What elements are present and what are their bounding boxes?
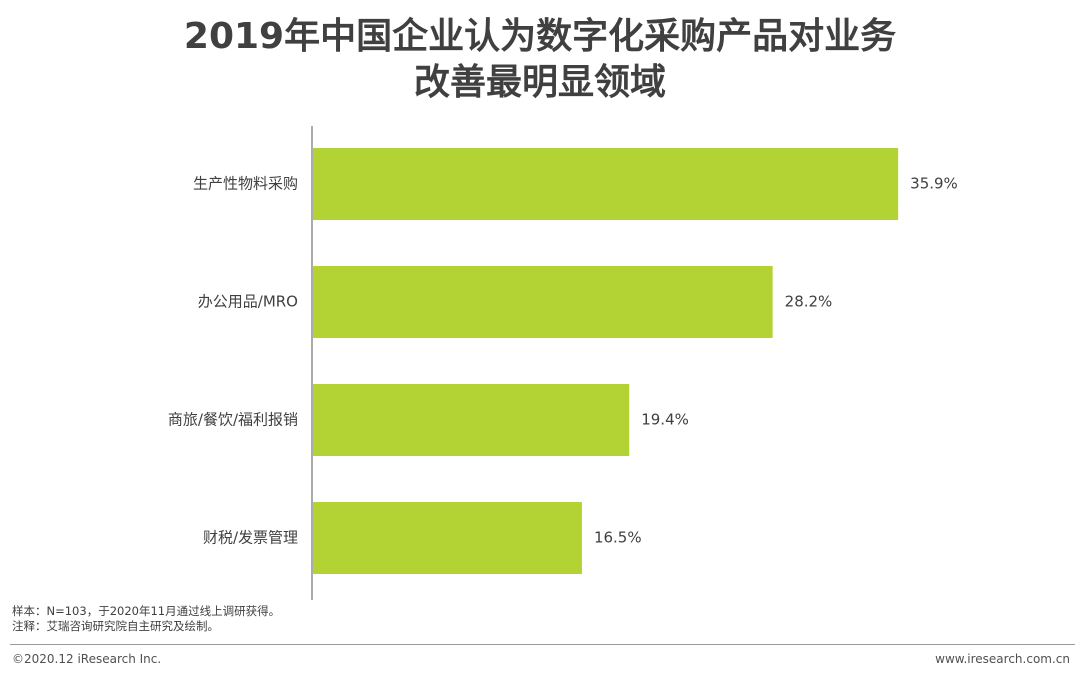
- chart-title: 2019年中国企业认为数字化采购产品对业务 改善最明显领域: [0, 14, 1080, 106]
- bar-2: [313, 384, 630, 456]
- category-label-2: 商旅/餐饮/福利报销: [168, 411, 298, 429]
- source-note: 注释：艾瑞咨询研究院自主研究及绘制。: [12, 619, 219, 633]
- chart-title-line-2: 改善最明显领域: [413, 62, 666, 103]
- category-label-1: 办公用品/MRO: [198, 293, 298, 311]
- copyright-text: ©2020.12 iResearch Inc.: [12, 652, 162, 666]
- category-label-0: 生产性物料采购: [193, 175, 298, 193]
- chart-title-line-1: 2019年中国企业认为数字化采购产品对业务: [183, 16, 897, 57]
- footer-divider: [10, 644, 1075, 645]
- data-label-2: 19.4%: [641, 411, 689, 429]
- bar-0: [313, 148, 899, 220]
- notes: 样本：N=103，于2020年11月通过线上调研获得。 注释：艾瑞咨询研究院自主…: [12, 604, 280, 634]
- website-link[interactable]: www.iresearch.com.cn: [935, 652, 1070, 666]
- bar-chart: 生产性物料采购 35.9% 办公用品/MRO 28.2% 商旅/餐饮/福利报销 19.4%…: [168, 126, 958, 600]
- bar-3: [313, 502, 582, 574]
- sample-note: 样本：N=103，于2020年11月通过线上调研获得。: [12, 604, 281, 618]
- data-label-3: 16.5%: [594, 529, 642, 547]
- bar-1: [313, 266, 773, 338]
- category-label-3: 财税/发票管理: [203, 529, 298, 547]
- data-label-1: 28.2%: [785, 293, 833, 311]
- data-label-0: 35.9%: [910, 175, 958, 193]
